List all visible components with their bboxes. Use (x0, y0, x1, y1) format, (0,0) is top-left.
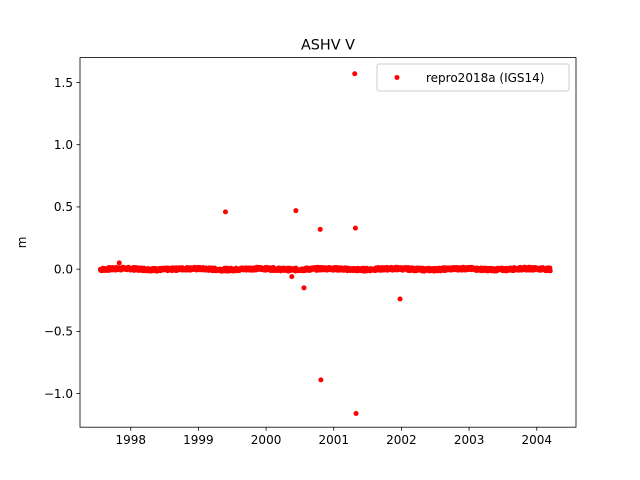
data-point-outlier (289, 274, 295, 280)
x-tick-label: 2001 (318, 433, 349, 447)
y-tick-label: −0.5 (44, 325, 73, 339)
data-point-outlier (318, 377, 324, 383)
x-tick-label: 1999 (183, 433, 214, 447)
legend-marker (394, 75, 400, 80)
data-point-outlier (352, 71, 358, 77)
x-tick-label: 2002 (386, 433, 417, 447)
y-axis: −1.0 −0.5 0.0 0.5 1.0 1.5 (44, 76, 80, 401)
x-tick-label: 1998 (115, 433, 146, 447)
y-tick-label: 0.5 (54, 200, 73, 214)
y-tick-label: 0.0 (54, 262, 73, 276)
data-point-outlier (293, 208, 299, 214)
y-tick-label: 1.5 (54, 76, 73, 90)
plot-frame (79, 57, 577, 428)
data-point-outlier (317, 226, 323, 232)
x-axis: 1998 1999 2000 2001 2002 2003 2004 (115, 427, 552, 447)
data-point-outlier (116, 260, 122, 266)
data-point-outlier (352, 225, 358, 231)
x-tick-label: 2000 (251, 433, 282, 447)
legend-label: repro2018a (IGS14) (426, 71, 544, 85)
data-point-outlier (301, 285, 307, 291)
data-point (547, 268, 553, 274)
legend: repro2018a (IGS14) (376, 63, 570, 92)
data-point-outlier (353, 411, 359, 417)
y-tick-label: 1.0 (54, 138, 73, 152)
chart-title: ASHV V (301, 38, 355, 54)
x-tick-label: 2003 (454, 433, 485, 447)
data-point-outlier (397, 296, 403, 302)
data-point-outlier (222, 209, 228, 215)
y-axis-label: m (15, 237, 29, 249)
x-tick-label: 2004 (521, 433, 552, 447)
y-tick-label: −1.0 (44, 387, 73, 401)
legend-box (376, 63, 570, 92)
data-points (97, 71, 553, 417)
